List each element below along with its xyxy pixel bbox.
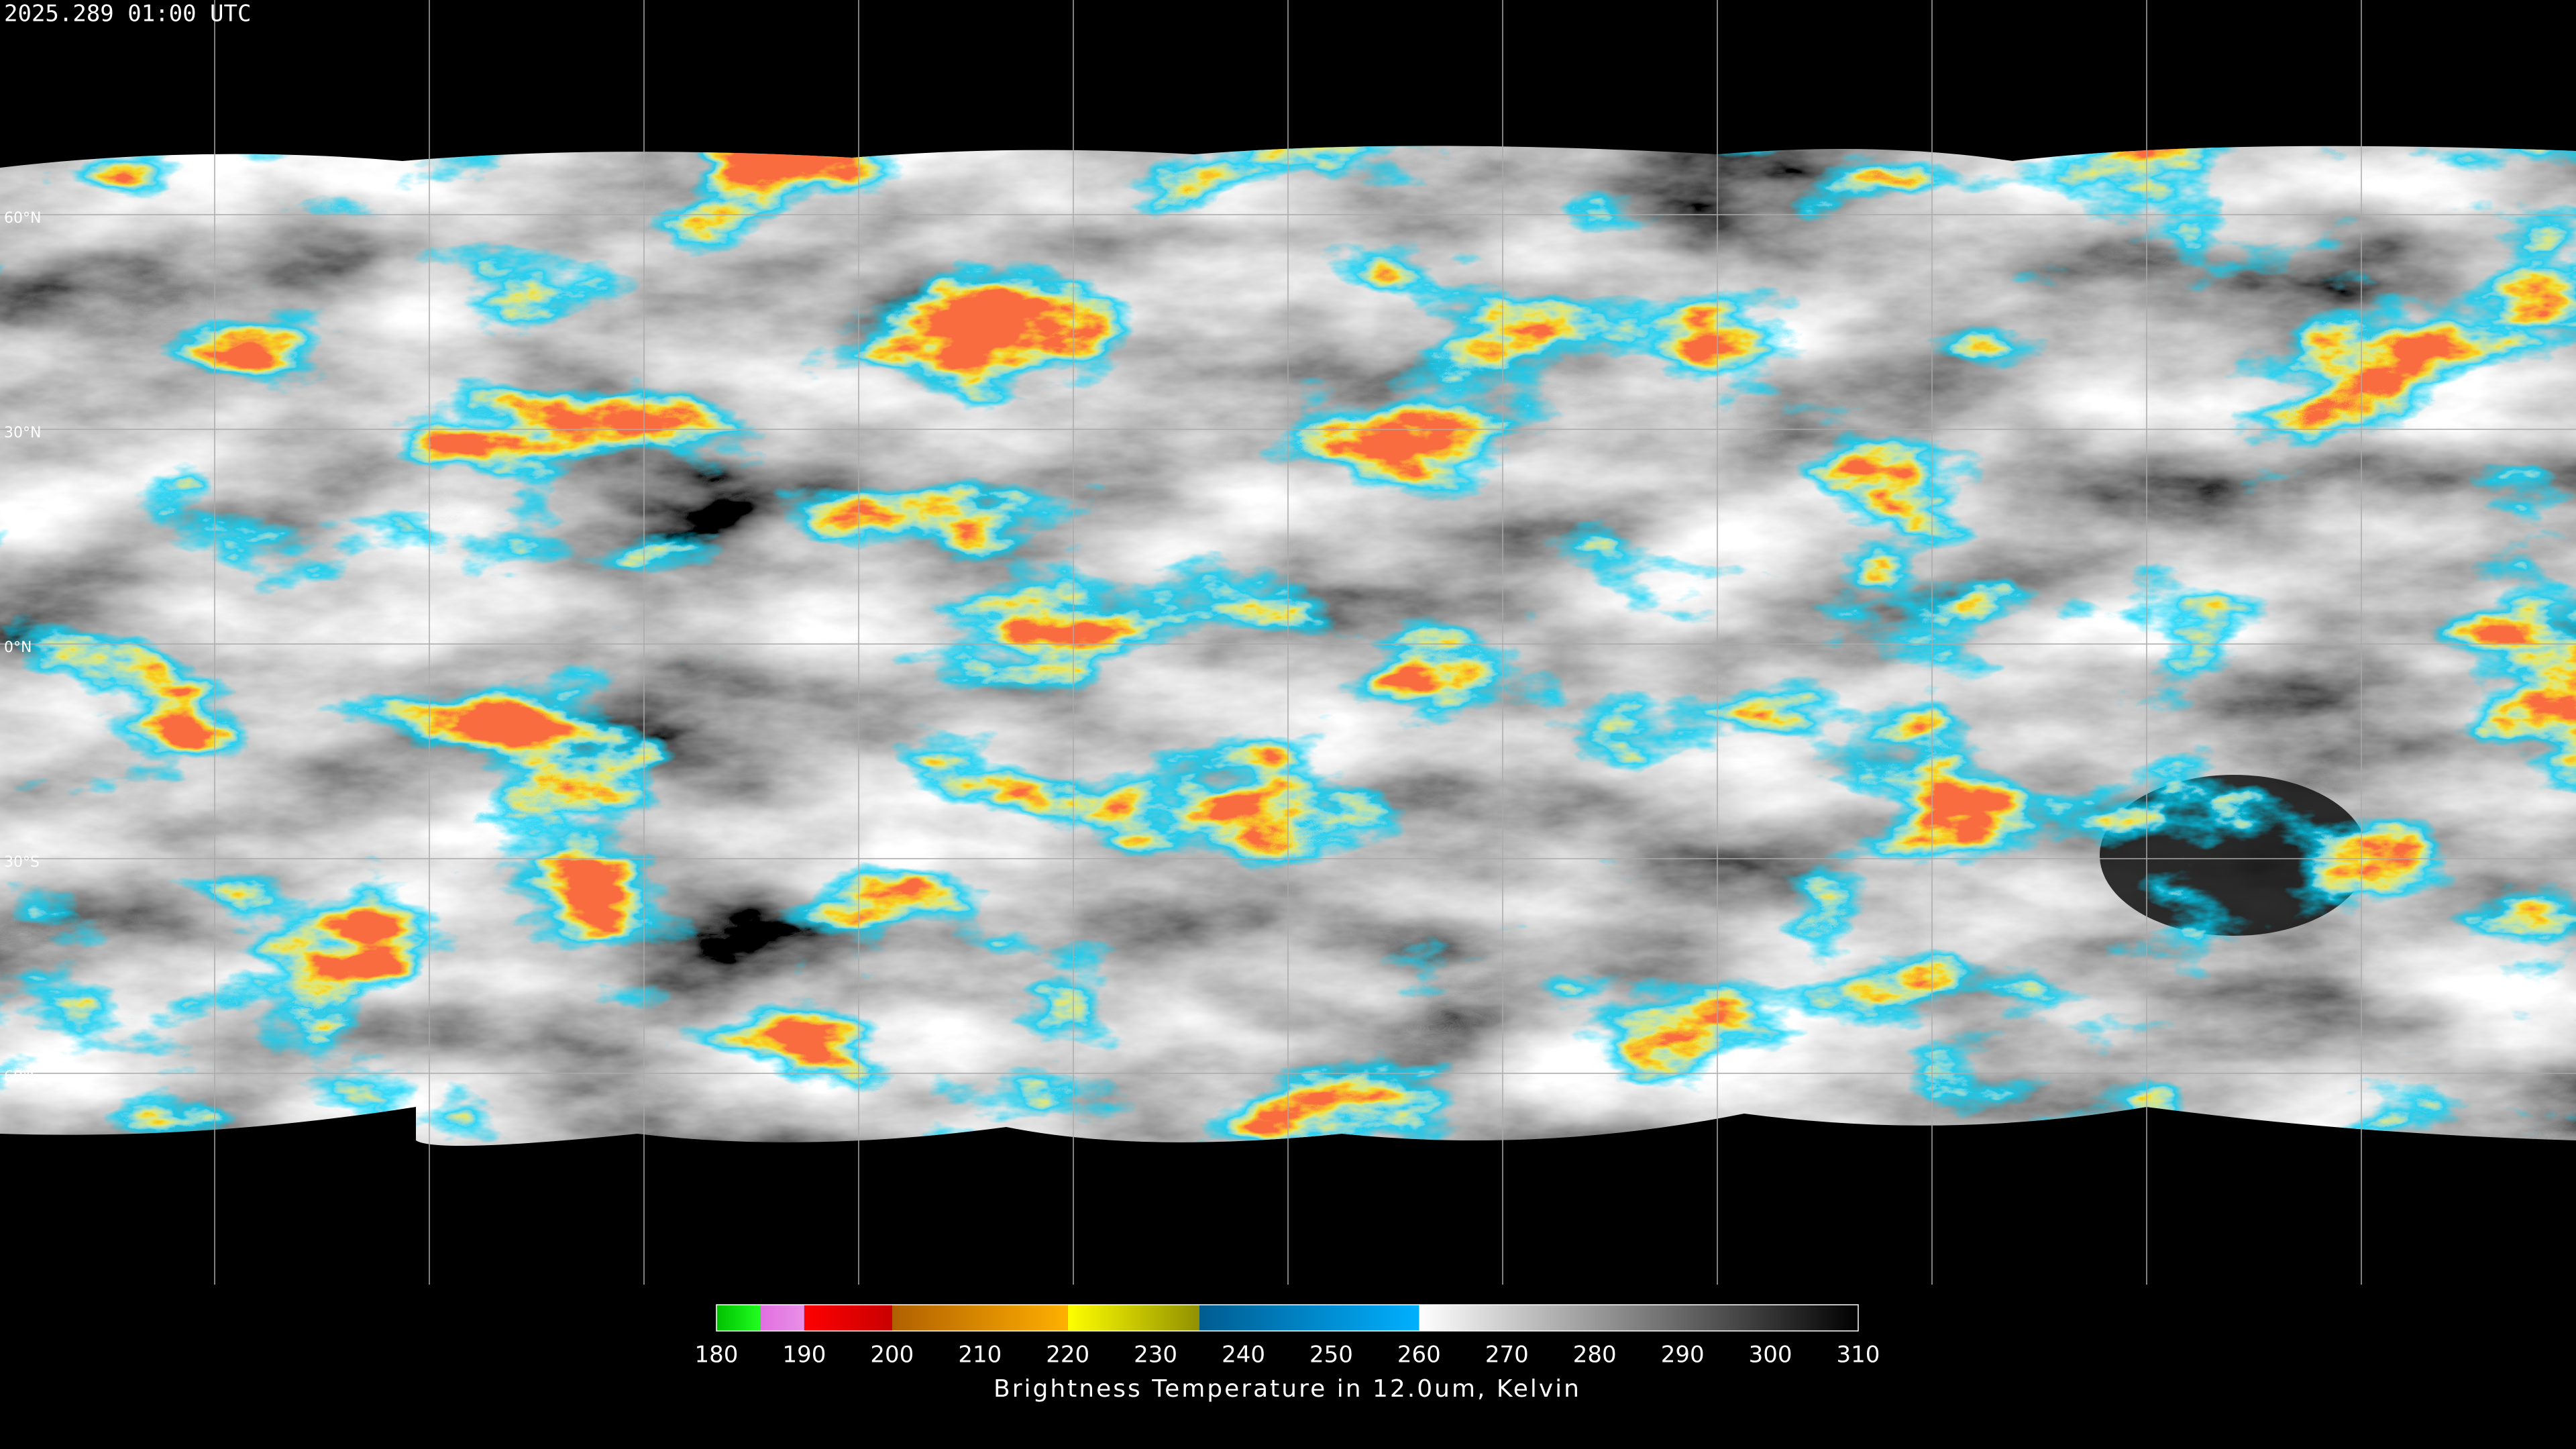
graticule: 60°N 30°N 0°N 30°S 60°S — [0, 0, 2576, 1285]
colorbar-segment — [1419, 1305, 1858, 1331]
colorbar-tick-label: 220 — [1046, 1342, 1089, 1368]
colorbar-tick-label: 230 — [1134, 1342, 1177, 1368]
latitude-label: 30°N — [4, 425, 41, 441]
timestamp: 2025.289 01:00 UTC — [4, 1, 251, 28]
colorbar-segment — [1067, 1305, 1200, 1331]
colorbar-tick-label: 250 — [1309, 1342, 1353, 1368]
colorbar-segment — [892, 1305, 1068, 1331]
colorbar-tick-label: 190 — [782, 1342, 826, 1368]
colorbar-tick-label: 180 — [695, 1342, 739, 1368]
latitude-label: 30°S — [4, 854, 40, 871]
colorbar-segment — [716, 1305, 761, 1331]
latitude-label: 0°N — [4, 639, 32, 656]
latitude-label: 60°S — [4, 1069, 40, 1085]
colorbar-segment — [1199, 1305, 1419, 1331]
colorbar-frame — [716, 1304, 1859, 1332]
colorbar-tick-label: 240 — [1222, 1342, 1265, 1368]
colorbar-tick-label: 290 — [1661, 1342, 1705, 1368]
colorbar-tick-label: 280 — [1573, 1342, 1617, 1368]
colorbar-segment — [760, 1305, 804, 1331]
latitude-label: 60°N — [4, 210, 41, 227]
colorbar-tick-label: 260 — [1397, 1342, 1441, 1368]
colorbar-tick-label: 210 — [958, 1342, 1002, 1368]
colorbar: 180 190 200 210 220 230 240 250 260 270 280 290 300 3… — [695, 1304, 1880, 1368]
colorbar-tick-label: 200 — [870, 1342, 914, 1368]
colorbar-tick-label: 300 — [1749, 1342, 1792, 1368]
colorbar-title: Brightness Temperature in 12.0um, Kelvin — [994, 1375, 1581, 1403]
colorbar-tick-label: 310 — [1837, 1342, 1880, 1368]
colorbar-tick-label: 270 — [1485, 1342, 1529, 1368]
colorbar-segment — [804, 1305, 892, 1331]
